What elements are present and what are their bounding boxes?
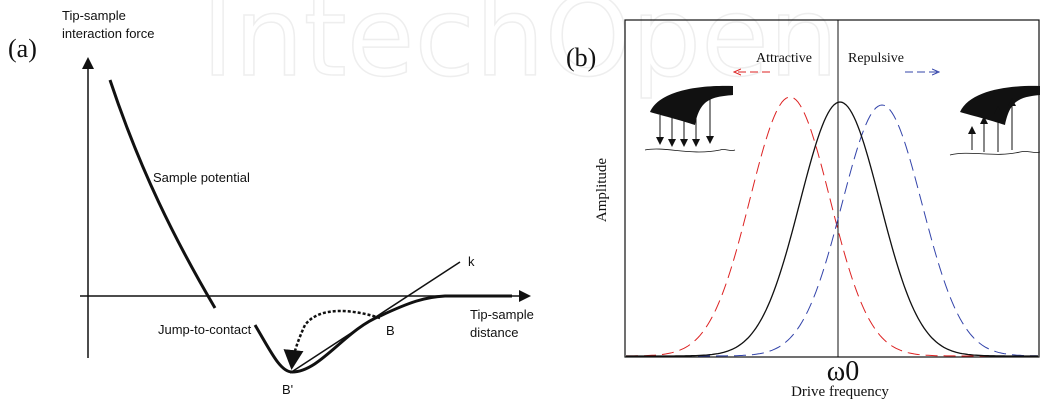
x-axis-label: distance	[470, 325, 518, 340]
attractive-label: Attractive	[756, 51, 812, 66]
point-label: B'	[282, 382, 293, 397]
panel-tag: (a)	[8, 34, 37, 63]
panel-tag: (b)	[566, 43, 596, 72]
x-axis-label: Drive frequency	[791, 384, 889, 400]
cantilever-icon	[644, 85, 736, 153]
x-axis-label: Tip-sample	[470, 307, 534, 322]
watermark: IntechOpen	[202, 0, 839, 101]
line-label: k	[468, 254, 475, 269]
y-axis-label: interaction force	[62, 26, 155, 41]
jump-label: Jump-to-contact	[158, 322, 252, 337]
center-label: ω0	[827, 356, 859, 387]
curve-label: Sample potential	[153, 170, 250, 185]
attractive-curve	[626, 96, 1038, 357]
y-axis-label: Tip-sample	[62, 8, 126, 23]
repulsive-curve	[626, 104, 1039, 357]
y-axis-label: Amplitude	[594, 158, 610, 223]
point-label: B	[386, 323, 395, 338]
force-curve	[253, 294, 512, 374]
potential-curve	[108, 79, 217, 309]
plot-frame	[624, 19, 1040, 358]
cantilever-icon	[949, 85, 1040, 156]
resonance-curve	[626, 101, 1038, 357]
jump-path	[283, 309, 381, 370]
repulsive-label: Repulsive	[848, 51, 904, 66]
